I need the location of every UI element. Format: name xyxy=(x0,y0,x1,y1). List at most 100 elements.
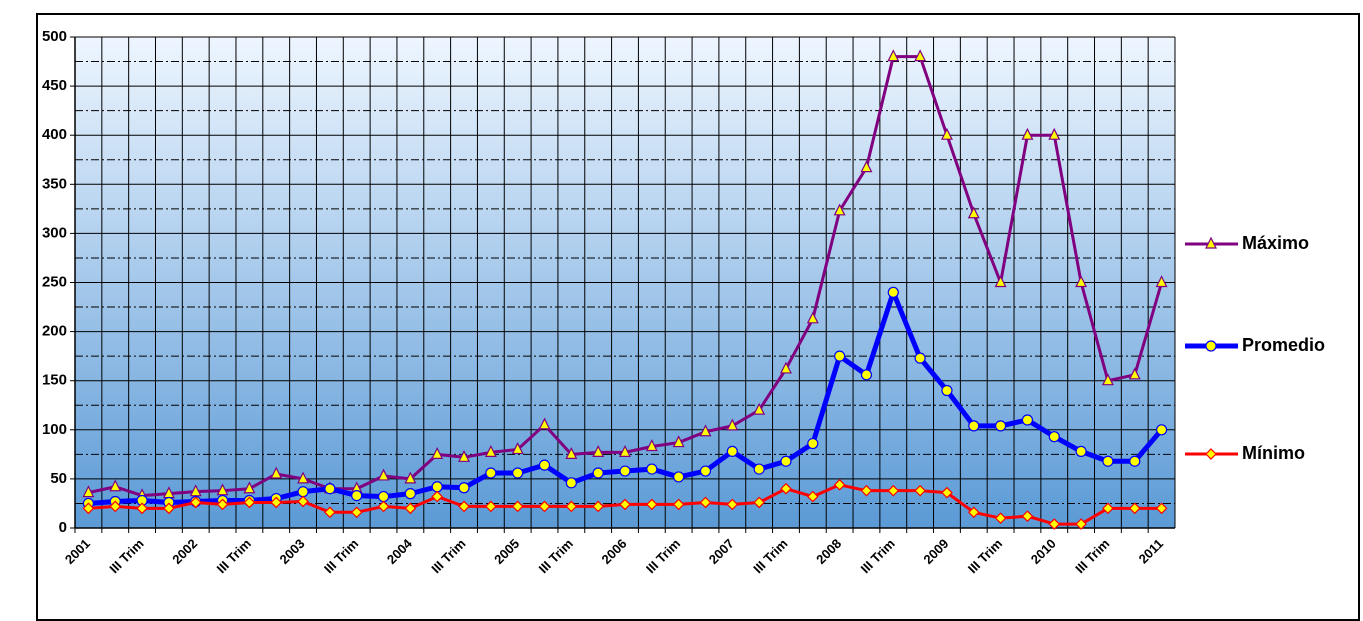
data-point xyxy=(672,435,685,448)
data-point xyxy=(941,486,953,499)
data-point xyxy=(860,369,873,381)
data-point xyxy=(887,49,900,62)
data-point xyxy=(243,496,256,509)
data-point xyxy=(914,484,926,497)
data-point xyxy=(1155,275,1168,288)
data-point xyxy=(377,468,390,481)
data-point xyxy=(431,447,444,459)
data-point xyxy=(404,502,417,515)
legend-marker xyxy=(1205,236,1217,249)
legend-label: Mínimo xyxy=(1242,443,1305,463)
data-point xyxy=(726,418,739,431)
data-point xyxy=(860,484,873,497)
data-point xyxy=(538,459,551,471)
data-point xyxy=(1048,431,1060,443)
data-point xyxy=(1155,424,1168,436)
y-tick-label: 250 xyxy=(42,273,67,290)
data-point xyxy=(592,467,604,479)
data-point xyxy=(780,482,792,495)
data-point xyxy=(833,203,846,216)
data-point xyxy=(136,502,148,515)
data-point xyxy=(404,471,417,484)
data-point xyxy=(189,496,202,509)
data-point xyxy=(485,467,497,479)
data-point xyxy=(324,483,336,495)
data-point xyxy=(82,502,95,515)
data-point xyxy=(994,512,1007,525)
data-point xyxy=(351,489,363,502)
data-point xyxy=(270,466,283,479)
data-point xyxy=(914,49,927,62)
data-point xyxy=(1075,275,1088,288)
data-point xyxy=(753,496,765,509)
data-point xyxy=(1128,367,1141,380)
data-point xyxy=(565,447,578,459)
data-point xyxy=(565,477,577,489)
data-point xyxy=(377,490,390,503)
data-point xyxy=(216,483,229,496)
data-point xyxy=(1102,455,1114,467)
data-point xyxy=(1021,127,1034,140)
data-point xyxy=(1075,518,1087,530)
legend-marker xyxy=(1205,340,1217,352)
data-point xyxy=(699,496,712,509)
data-point xyxy=(82,485,95,498)
data-point xyxy=(1101,373,1114,386)
data-point xyxy=(350,506,363,519)
y-tick-label: 400 xyxy=(42,126,67,143)
data-point xyxy=(619,498,631,511)
data-point xyxy=(914,352,926,364)
data-point xyxy=(297,471,310,484)
data-point xyxy=(833,478,846,491)
data-point xyxy=(1048,518,1061,530)
y-tick-label: 100 xyxy=(42,421,67,438)
data-point xyxy=(968,420,980,432)
legend-item: Máximo xyxy=(1185,233,1309,253)
data-point xyxy=(484,445,497,457)
data-point xyxy=(753,402,766,415)
data-point xyxy=(673,471,685,483)
data-point xyxy=(1048,127,1061,140)
data-point xyxy=(1155,502,1168,515)
data-point xyxy=(458,500,470,513)
data-point xyxy=(377,500,390,513)
legend-item: Promedio xyxy=(1185,335,1325,355)
data-point xyxy=(216,498,229,511)
data-point xyxy=(807,437,819,450)
data-point xyxy=(780,361,792,374)
legend-label: Promedio xyxy=(1242,335,1325,355)
data-point xyxy=(297,495,309,508)
data-point xyxy=(512,467,524,479)
data-point xyxy=(753,463,765,475)
data-point xyxy=(699,465,712,477)
data-point xyxy=(994,275,1007,288)
data-point xyxy=(941,384,953,397)
data-point xyxy=(1102,502,1114,515)
data-point xyxy=(538,500,551,513)
legend-marker xyxy=(1205,448,1217,460)
data-point xyxy=(967,506,980,519)
data-point xyxy=(672,498,685,511)
data-point xyxy=(431,481,443,493)
data-point xyxy=(726,445,738,458)
y-tick-label: 300 xyxy=(42,224,67,241)
y-tick-label: 50 xyxy=(50,470,67,487)
data-point xyxy=(431,490,444,503)
data-point xyxy=(565,500,578,513)
data-point xyxy=(511,442,524,455)
data-point xyxy=(592,500,605,513)
data-point xyxy=(297,486,309,498)
data-point xyxy=(243,481,256,494)
data-point xyxy=(940,127,953,140)
data-point xyxy=(806,490,819,503)
data-point xyxy=(887,484,900,497)
data-point xyxy=(485,500,497,513)
legend-label: Máximo xyxy=(1242,233,1309,253)
legend-item: Mínimo xyxy=(1185,443,1305,463)
data-point xyxy=(726,498,739,511)
data-point xyxy=(699,424,712,437)
data-point xyxy=(511,500,524,513)
data-point xyxy=(458,482,470,494)
data-point xyxy=(1129,455,1141,467)
